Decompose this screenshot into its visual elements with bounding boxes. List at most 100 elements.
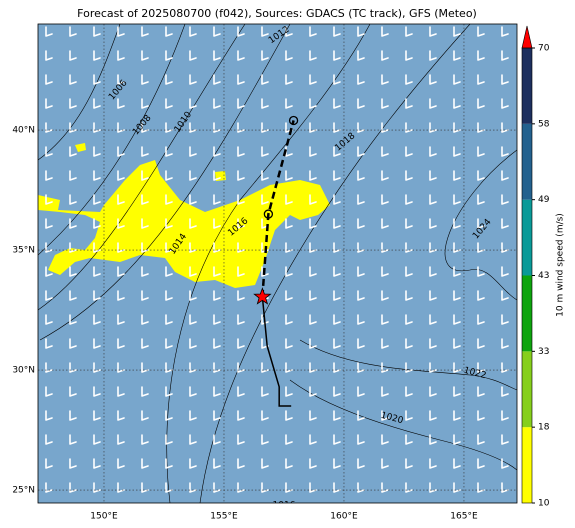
wind-barb xyxy=(309,290,317,301)
wind-barb xyxy=(285,50,293,61)
wind-barb xyxy=(405,314,413,325)
wind-barb xyxy=(333,98,341,109)
colorbar-tick-label: 33 xyxy=(538,347,549,357)
wind-barb xyxy=(69,266,77,277)
wind-barb xyxy=(213,266,221,277)
wind-barb xyxy=(189,50,197,61)
isobar xyxy=(166,24,371,503)
wind-barb xyxy=(93,290,101,301)
y-tick-label: 35°N xyxy=(12,246,35,256)
wind-barb xyxy=(429,458,437,469)
wind-barb xyxy=(213,170,221,181)
wind-barb xyxy=(381,290,389,301)
wind-barb xyxy=(357,434,365,445)
wind-barb xyxy=(261,410,269,421)
wind-barb xyxy=(405,194,413,205)
wind-barb xyxy=(333,218,341,229)
wind-barb xyxy=(309,74,317,85)
wind-barb xyxy=(237,386,245,397)
wind-barb xyxy=(69,194,77,205)
wind-barb xyxy=(357,146,365,157)
wind-barb xyxy=(309,434,317,445)
wind-barb xyxy=(309,50,317,61)
wind-barb xyxy=(357,482,365,493)
wind-barb xyxy=(117,434,125,445)
wind-barb xyxy=(189,242,197,253)
wind-barb xyxy=(405,242,413,253)
wind-barb xyxy=(453,386,461,397)
wind-barb xyxy=(237,338,245,349)
colorbar-segment xyxy=(522,48,532,124)
colorbar-tick-label: 49 xyxy=(538,195,550,205)
wind-barb xyxy=(381,98,389,109)
y-tick-label: 40°N xyxy=(12,126,35,136)
wind-barb xyxy=(141,146,149,157)
wind-barb xyxy=(45,362,53,373)
wind-barb xyxy=(69,122,77,133)
wind-barb xyxy=(69,458,77,469)
wind-barb xyxy=(381,482,389,493)
wind-barb xyxy=(165,434,173,445)
wind-barb xyxy=(501,410,509,421)
wind-barb xyxy=(333,194,341,205)
wind-barb xyxy=(477,410,485,421)
wind-barb xyxy=(189,218,197,229)
wind-barb xyxy=(381,266,389,277)
wind-barb xyxy=(429,194,437,205)
wind-barb xyxy=(117,218,125,229)
wind-barb xyxy=(189,386,197,397)
wind-barb xyxy=(309,194,317,205)
wind-barb xyxy=(117,50,125,61)
x-tick-label: 155°E xyxy=(210,512,238,522)
wind-barb xyxy=(213,26,221,37)
wind-barb xyxy=(285,98,293,109)
wind-barb xyxy=(357,170,365,181)
wind-barb xyxy=(165,338,173,349)
colorbar-tick-label: 58 xyxy=(538,119,550,129)
wind-barb xyxy=(213,218,221,229)
wind-barb xyxy=(501,218,509,229)
wind-barb xyxy=(501,290,509,301)
wind-barb xyxy=(405,50,413,61)
wind-barb xyxy=(309,98,317,109)
wind-barb xyxy=(309,170,317,181)
wind-barb xyxy=(405,290,413,301)
wind-barb xyxy=(381,50,389,61)
wind-barb xyxy=(189,266,197,277)
wind-barb xyxy=(45,26,53,37)
wind-barb xyxy=(117,194,125,205)
wind-barb xyxy=(213,194,221,205)
wind-barb xyxy=(69,434,77,445)
wind-barb xyxy=(93,146,101,157)
colorbar-segment xyxy=(522,199,532,276)
colorbar-tick-label: 18 xyxy=(538,423,550,433)
wind-barb xyxy=(237,434,245,445)
wind-barb xyxy=(477,50,485,61)
wind-barb xyxy=(237,98,245,109)
wind-barb xyxy=(117,26,125,37)
wind-barb xyxy=(189,98,197,109)
wind-barb xyxy=(261,386,269,397)
wind-barb xyxy=(453,434,461,445)
colorbar-tick-label: 10 xyxy=(538,499,550,509)
wind-barb xyxy=(405,146,413,157)
wind-barb xyxy=(213,314,221,325)
wind-barb xyxy=(141,50,149,61)
wind-barb xyxy=(93,314,101,325)
wind-barb xyxy=(429,386,437,397)
wind-barb xyxy=(453,458,461,469)
wind-barb xyxy=(501,386,509,397)
wind-barb xyxy=(405,26,413,37)
wind-barb xyxy=(117,170,125,181)
wind-barb xyxy=(357,314,365,325)
wind-barb xyxy=(237,458,245,469)
wind-barb xyxy=(357,338,365,349)
wind-barb xyxy=(213,410,221,421)
wind-barb xyxy=(453,218,461,229)
wind-barb xyxy=(429,290,437,301)
wind-barb xyxy=(453,314,461,325)
wind-barb xyxy=(285,434,293,445)
wind-barb xyxy=(405,410,413,421)
colorbar-extend xyxy=(521,25,533,49)
